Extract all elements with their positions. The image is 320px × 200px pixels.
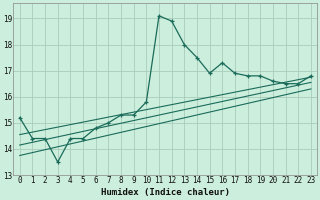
X-axis label: Humidex (Indice chaleur): Humidex (Indice chaleur) bbox=[101, 188, 230, 197]
